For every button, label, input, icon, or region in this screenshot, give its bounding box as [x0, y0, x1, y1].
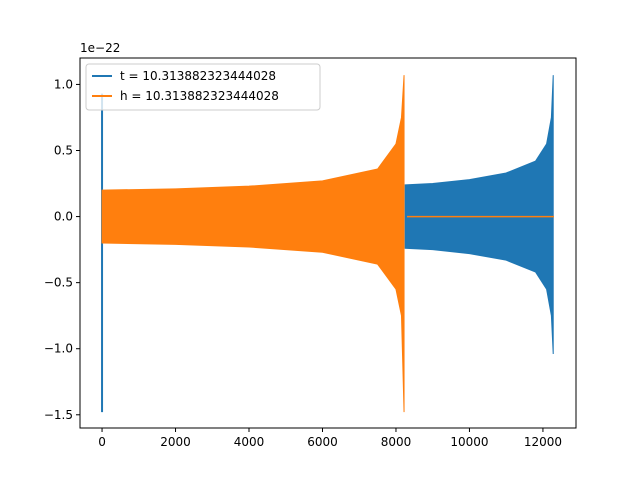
- legend-label: h = 10.313882323444028: [120, 89, 279, 103]
- x-tick-label: 12000: [524, 435, 562, 449]
- y-tick-label: −1.0: [44, 342, 73, 356]
- y-axis: −1.5 −1.0 −0.5 0.0 0.5 1.0: [44, 77, 80, 422]
- legend-box: [85, 63, 321, 111]
- y-tick-label: 0.5: [54, 144, 73, 158]
- legend-label: t = 10.313882323444028: [120, 69, 276, 83]
- series-envelope: [404, 75, 554, 355]
- x-tick-label: 6000: [307, 435, 338, 449]
- x-tick-label: 10000: [450, 435, 488, 449]
- series-1: [101, 75, 554, 413]
- x-tick-label: 0: [98, 435, 106, 449]
- legend: t = 10.313882323444028 h = 10.31388232344…: [85, 63, 321, 111]
- x-axis: 0 2000 4000 6000 8000 10000 12000: [98, 428, 562, 449]
- y-tick-label: 0.0: [54, 210, 73, 224]
- series-envelope: [101, 75, 405, 413]
- y-tick-label: 1.0: [54, 77, 73, 91]
- y-offset-label: 1e−22: [80, 41, 120, 55]
- x-tick-label: 8000: [381, 435, 412, 449]
- x-tick-label: 2000: [160, 435, 191, 449]
- y-tick-label: −1.5: [44, 408, 73, 422]
- x-tick-label: 4000: [234, 435, 265, 449]
- series-layer: [101, 75, 554, 413]
- axes-frame: [79, 57, 577, 429]
- y-tick-label: −0.5: [44, 276, 73, 290]
